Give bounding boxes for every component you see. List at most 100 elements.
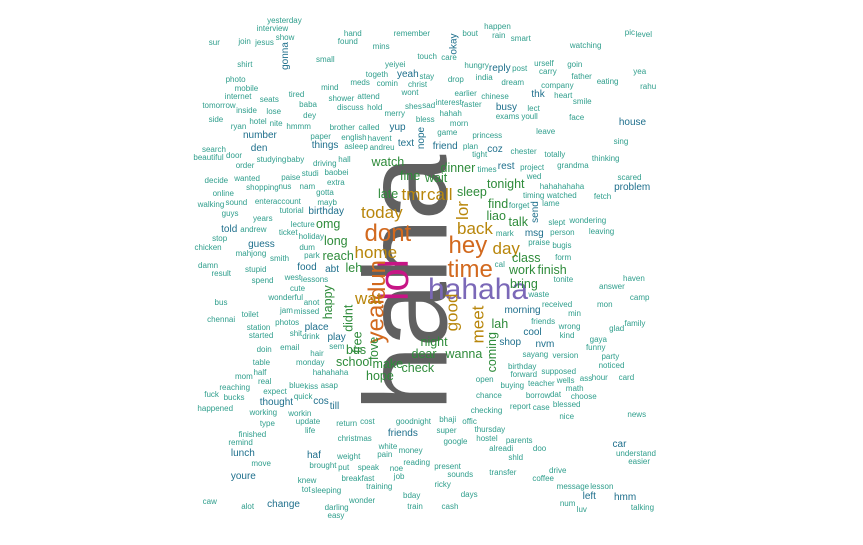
cloud-word: easy [327, 510, 345, 520]
cloud-word: hungry [464, 61, 489, 71]
cloud-word: understand [615, 449, 656, 458]
cloud-word: remind [228, 438, 253, 448]
cloud-word: christ [407, 80, 428, 90]
cloud-word: doo [532, 444, 547, 453]
cloud-word: eating [596, 77, 619, 87]
cloud-word: happy [320, 284, 335, 320]
cloud-word: tot [301, 485, 311, 495]
cloud-word: bugis [552, 240, 572, 250]
cloud-word: online [212, 189, 234, 199]
cloud-word: paper [310, 131, 331, 141]
cloud-word: goodnight [395, 417, 431, 427]
cloud-word: plan [462, 142, 479, 151]
cloud-word: extra [326, 177, 345, 187]
cloud-word: received [541, 300, 573, 309]
cloud-word: found [337, 37, 358, 47]
cloud-word: search [201, 144, 226, 154]
cloud-word: gaya [589, 335, 607, 345]
cloud-word: tomorrow [202, 101, 236, 111]
cloud-word: station [246, 322, 271, 332]
cloud-word: watching [569, 40, 602, 50]
cloud-word: reading [403, 458, 431, 468]
cloud-word: result [211, 269, 232, 279]
cloud-word: scared [617, 172, 642, 182]
cloud-word: tired [288, 90, 305, 100]
cloud-word: timing [523, 190, 545, 200]
cloud-word: faster [461, 100, 482, 110]
cloud-word: tonite [553, 275, 574, 285]
cloud-word: card [618, 373, 635, 383]
cloud-word: mobile [234, 83, 259, 93]
cloud-word: play [327, 331, 346, 343]
cloud-word: touch [417, 51, 437, 61]
cloud-word: havent [367, 134, 392, 144]
cloud-word: paise [281, 172, 301, 182]
cloud-word: decide [204, 175, 229, 185]
cloud-word: bucks [223, 393, 245, 403]
cloud-word: version [552, 350, 579, 360]
cloud-word: door [226, 150, 243, 160]
cloud-word: half [253, 368, 267, 378]
cloud-word: wait [425, 170, 448, 185]
cloud-word: coz [487, 143, 503, 155]
cloud-word: dum [299, 243, 315, 253]
cloud-word: hold [367, 103, 383, 113]
cloud-word: exams [495, 112, 520, 122]
cloud-word: blessed [552, 400, 581, 410]
cloud-word: life [305, 425, 316, 435]
cloud-word: house [618, 116, 647, 128]
cloud-word: place [304, 321, 329, 333]
cloud-word: hahahahaha [539, 181, 585, 191]
word-cloud: haha hahaha lol time year dont hey dun good day to… [178, 12, 682, 532]
cloud-word: internet [224, 91, 252, 101]
cloud-word: chicken [194, 243, 222, 253]
cloud-word: school [336, 354, 373, 369]
cloud-word: side [208, 114, 224, 124]
cloud-word: andrew [240, 225, 267, 235]
cloud-word: shower [328, 94, 355, 104]
cloud-word: tutorial [279, 205, 304, 215]
cloud-word: camp [629, 293, 650, 303]
cloud-word: english [341, 133, 367, 143]
cloud-word: haven [623, 273, 645, 283]
cloud-word: num [559, 499, 576, 509]
cloud-word: alot [241, 502, 255, 512]
cloud-word: hey [448, 232, 488, 259]
cloud-word: gotta [316, 187, 334, 197]
cloud-word: wrong [558, 321, 581, 331]
cloud-word: put [338, 462, 350, 472]
cloud-word: youll [521, 112, 538, 122]
cloud-word: talk [508, 214, 528, 229]
cloud-word: wanna [445, 346, 483, 361]
cloud-word: quick [293, 392, 313, 402]
cloud-word: rain [492, 30, 506, 40]
cloud-word: join [238, 37, 251, 47]
cloud-word: christmas [337, 433, 372, 443]
cloud-word: type [259, 418, 275, 428]
cloud-word: carry [539, 67, 557, 77]
cloud-word: india [475, 72, 493, 82]
cloud-word: shes [404, 102, 422, 112]
cloud-word: fine [400, 168, 421, 183]
cloud-word: till [329, 401, 340, 412]
cloud-word: transfer [489, 468, 517, 478]
cloud-word: food [297, 261, 317, 273]
cloud-word: park [304, 251, 320, 261]
cloud-word: earlier [454, 88, 477, 98]
cloud-word: spend [251, 276, 274, 286]
cloud-word: walking [197, 199, 225, 209]
cloud-word: wonderful [268, 292, 303, 302]
cloud-word: case [532, 402, 550, 412]
cloud-word: shirt [237, 59, 253, 69]
cloud-word: lah [491, 316, 509, 331]
cloud-word: dey [303, 111, 317, 121]
cloud-word: ricky [434, 479, 451, 489]
cloud-word: father [571, 72, 592, 82]
cloud-word: tmr [401, 184, 427, 204]
cloud-word: rest [497, 160, 515, 172]
cloud-word: drive [549, 466, 567, 476]
cloud-word: started [248, 331, 274, 341]
cloud-word: cost [360, 416, 375, 426]
cloud-word: coffee [532, 474, 554, 484]
cloud-word: alreadi [489, 444, 514, 454]
